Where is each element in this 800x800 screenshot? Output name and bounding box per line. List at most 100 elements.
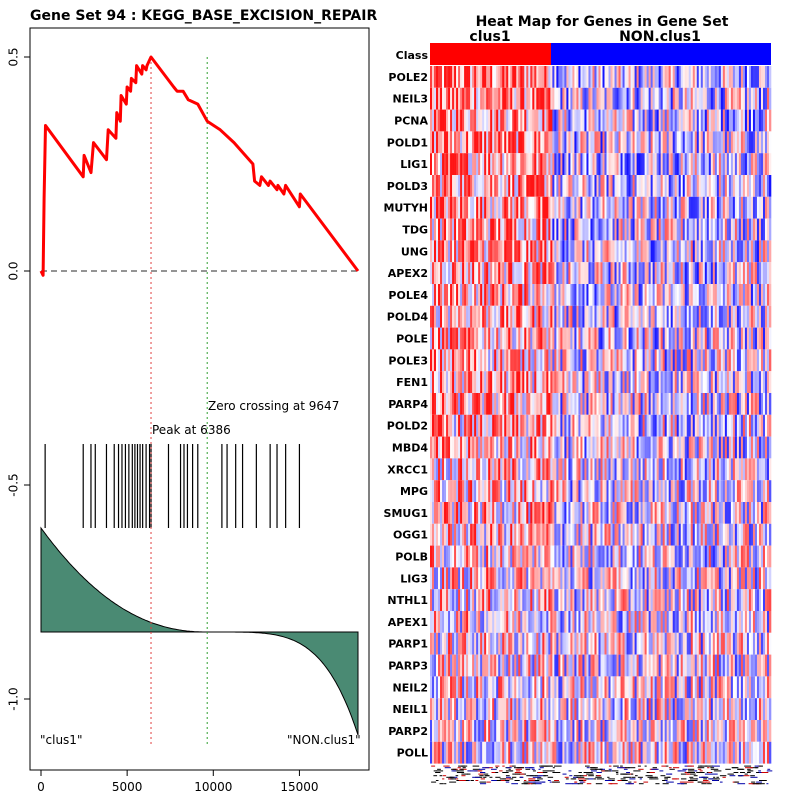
heat-cell (468, 305, 471, 328)
heat-cell (688, 589, 692, 611)
heat-cell (666, 87, 669, 110)
heat-cell (592, 611, 595, 633)
heat-cell (596, 153, 599, 175)
heat-cell (514, 196, 517, 219)
heat-cell (662, 175, 665, 197)
heat-cell (526, 589, 529, 611)
heat-cell (608, 458, 611, 481)
heat-cell (464, 567, 467, 590)
heat-cell (478, 611, 481, 633)
heat-cell (600, 589, 603, 611)
heat-cell (590, 262, 593, 284)
heat-cell (610, 480, 613, 502)
heat-cell (540, 284, 543, 306)
heat-cell (708, 480, 712, 502)
heat-cell (744, 436, 748, 459)
heat-cell (480, 676, 483, 699)
heat-cell (694, 414, 698, 437)
heat-cell (616, 393, 619, 415)
heat-cell (524, 676, 527, 699)
heat-cell (484, 175, 487, 197)
heat-cell (660, 284, 663, 306)
heat-cell (584, 131, 587, 154)
heat-cell (434, 480, 437, 502)
heat-cell (740, 676, 744, 699)
heat-cell (476, 327, 479, 350)
heat-cell (494, 523, 497, 546)
heat-cell (490, 393, 493, 415)
heat-cell (502, 153, 505, 175)
heat-cell (510, 414, 513, 437)
heat-cell (632, 153, 635, 175)
heat-cell (502, 87, 505, 110)
heat-cell (582, 458, 585, 481)
heat-cell (558, 414, 561, 437)
heat-cell (510, 131, 513, 154)
heat-cell (594, 240, 597, 263)
heat-cell (520, 632, 523, 655)
heat-cell (628, 218, 631, 241)
heat-cell (754, 349, 758, 372)
heat-cell (610, 218, 613, 241)
heat-cell (476, 87, 479, 110)
heat-cell (764, 545, 768, 568)
heat-cell (460, 262, 463, 284)
heat-cell (640, 218, 643, 241)
heat-cell (538, 436, 541, 459)
heat-cell (476, 545, 479, 568)
heat-cell (610, 589, 613, 611)
heat-cell (484, 371, 487, 393)
heat-cell (672, 196, 676, 219)
heat-cell (742, 349, 746, 372)
heat-cell (694, 131, 698, 154)
heat-cell (738, 632, 742, 655)
heat-cell (760, 480, 764, 502)
heat-cell (538, 545, 541, 568)
heat-cell (766, 153, 770, 175)
heat-cell (708, 371, 712, 393)
heat-cell (648, 109, 651, 132)
heat-cell (468, 371, 471, 393)
heat-cell (720, 131, 724, 154)
heat-cell (592, 349, 595, 372)
heat-cell (758, 480, 762, 502)
heat-cell (550, 218, 553, 241)
heat-cell (528, 87, 531, 110)
heat-cell (578, 480, 581, 502)
heat-cell (596, 654, 599, 677)
heat-cell (546, 458, 549, 481)
heat-cell (552, 567, 555, 590)
heat-cell (732, 545, 736, 568)
heat-cell (524, 240, 527, 263)
heat-cell (538, 523, 541, 546)
heat-cell (696, 240, 700, 263)
heat-cell (708, 611, 712, 633)
heat-cell (678, 109, 682, 132)
heat-cell (758, 175, 762, 197)
heat-cell (556, 480, 559, 502)
heat-cell (436, 349, 439, 372)
heat-cell (460, 327, 463, 350)
heat-cell (580, 567, 583, 590)
heat-cell (696, 393, 700, 415)
heat-cell (604, 523, 607, 546)
heat-cell (464, 458, 467, 481)
heat-cell (618, 153, 621, 175)
heat-cell (532, 109, 535, 132)
heat-cell (664, 153, 667, 175)
heat-cell (668, 131, 672, 154)
heat-cell (520, 240, 523, 263)
heat-cell (578, 131, 581, 154)
heat-cell (538, 393, 541, 415)
heat-cell (432, 632, 435, 655)
heat-cell (434, 545, 437, 568)
heat-cell (720, 349, 724, 372)
heat-cell (600, 611, 603, 633)
heat-cell (508, 87, 511, 110)
heat-cell (682, 414, 686, 437)
heat-cell (488, 66, 491, 88)
heat-cell (718, 240, 722, 263)
heat-cell (438, 240, 441, 263)
heat-cell (492, 131, 495, 154)
heat-cell (446, 371, 449, 393)
